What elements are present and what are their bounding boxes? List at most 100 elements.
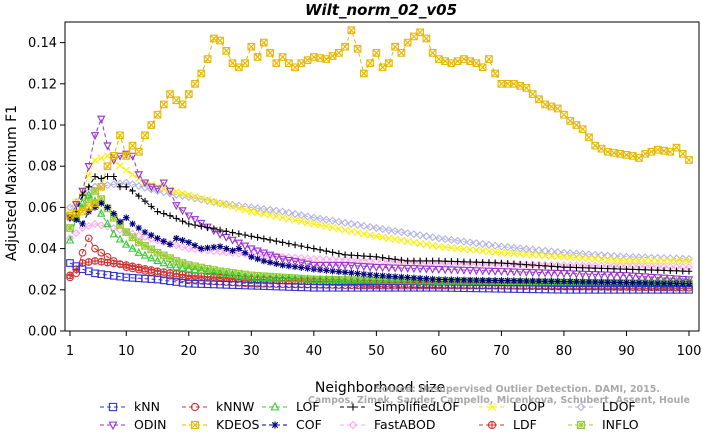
data-point [647, 147, 656, 156]
data-point [347, 227, 356, 235]
legend-marker [348, 420, 358, 430]
data-point [572, 253, 581, 262]
data-point [673, 267, 680, 275]
data-point [273, 237, 280, 245]
data-point [347, 256, 356, 265]
legend-label: kNN [134, 399, 160, 414]
data-point [72, 269, 81, 278]
data-point [122, 152, 131, 160]
data-point [84, 234, 93, 243]
series-line [69, 155, 689, 262]
data-point [516, 82, 525, 90]
data-point [366, 59, 374, 68]
series-simplifiedlof [66, 173, 693, 275]
data-point [128, 233, 137, 242]
data-point [453, 57, 462, 65]
series-line [69, 117, 690, 280]
data-point [185, 239, 193, 246]
data-point [97, 182, 106, 191]
data-point [498, 259, 505, 267]
data-point [147, 183, 156, 192]
data-point [159, 258, 168, 267]
data-point [222, 46, 231, 55]
data-point [397, 264, 406, 273]
data-point [78, 187, 87, 196]
y-tick-label: 0.08 [28, 160, 57, 175]
data-point [415, 265, 425, 274]
data-point [516, 244, 525, 253]
data-point [147, 231, 155, 239]
data-point [78, 265, 87, 274]
data-point [97, 257, 106, 266]
data-point [659, 274, 669, 283]
data-point [78, 198, 87, 207]
data-point [285, 262, 293, 270]
data-point [272, 273, 281, 282]
data-point [215, 199, 225, 208]
data-point [84, 190, 93, 199]
data-point [541, 277, 549, 285]
data-point [541, 262, 549, 270]
data-point [422, 240, 431, 249]
data-point [210, 243, 218, 251]
y-tick-label: 0.14 [28, 36, 57, 51]
data-point [72, 201, 81, 210]
data-point [509, 268, 519, 277]
data-point [679, 257, 687, 265]
data-point [560, 278, 568, 285]
data-point [260, 235, 268, 243]
data-point [172, 188, 180, 196]
data-point [516, 260, 525, 269]
data-point [522, 268, 531, 277]
data-point [359, 221, 368, 231]
data-point [228, 202, 237, 211]
data-point [666, 275, 675, 284]
data-point [297, 59, 306, 68]
data-point [310, 245, 318, 252]
series-layer [65, 26, 694, 294]
data-point [409, 265, 419, 274]
data-point [128, 152, 137, 161]
data-point [479, 276, 486, 284]
data-point [584, 250, 594, 259]
data-point [203, 266, 212, 275]
data-point [247, 207, 256, 216]
data-point [329, 267, 336, 275]
x-tick-label: 30 [243, 344, 260, 359]
data-point [415, 276, 425, 285]
plot-area [64, 21, 700, 332]
data-point [660, 267, 668, 274]
data-point [340, 261, 350, 270]
data-point [535, 262, 543, 269]
data-point [134, 238, 143, 247]
data-point [172, 215, 180, 222]
data-point [453, 236, 462, 245]
data-point [647, 257, 656, 265]
data-point [641, 266, 649, 274]
data-point [115, 152, 125, 161]
data-point [328, 261, 337, 270]
data-point [272, 59, 281, 68]
data-point [285, 240, 293, 247]
data-point [215, 247, 225, 256]
data-point [135, 224, 143, 232]
data-point [223, 227, 230, 235]
data-point [66, 273, 74, 282]
data-point [335, 225, 343, 233]
data-point [172, 96, 181, 105]
data-point [591, 250, 600, 259]
data-point [310, 220, 318, 228]
data-point [109, 229, 118, 238]
data-point [635, 257, 643, 265]
data-point [91, 204, 99, 211]
data-point [91, 244, 99, 253]
data-point [184, 90, 193, 98]
data-point [391, 273, 399, 280]
data-point [360, 252, 368, 260]
data-point [572, 249, 581, 258]
data-point [303, 260, 312, 269]
legend-label: kNNW [216, 399, 254, 414]
data-point [315, 274, 325, 283]
data-point [535, 251, 543, 259]
data-point [140, 179, 150, 188]
